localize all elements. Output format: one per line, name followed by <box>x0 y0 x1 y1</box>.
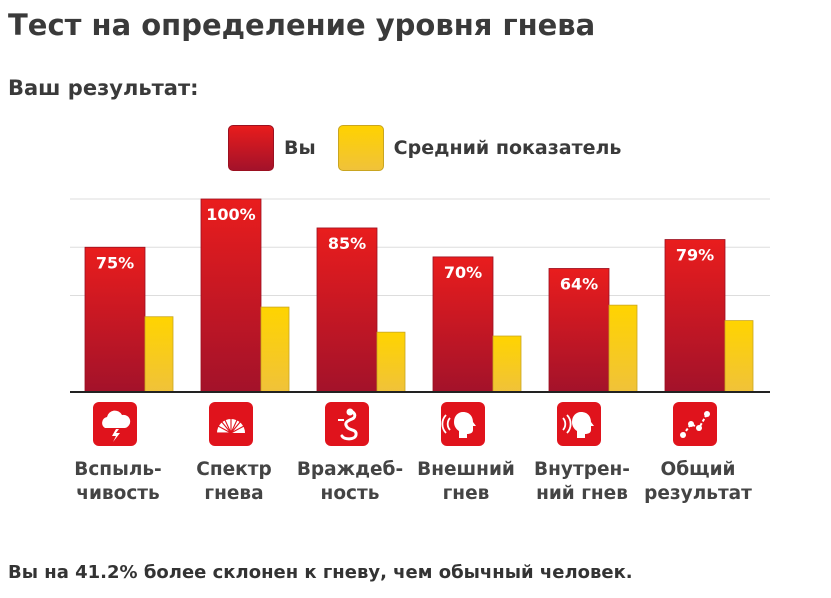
category-label: Внутрен-ний гнев <box>534 459 630 504</box>
category-label: Внешний гнев <box>417 459 515 504</box>
chart-legend: Вы Средний показатель <box>228 124 621 172</box>
bar-average <box>492 335 522 393</box>
bar-value-label: 85% <box>328 234 366 253</box>
legend-label-average: Средний показатель <box>393 137 622 159</box>
result-summary: Вы на 41.2% более склонен к гневу, чем о… <box>8 562 633 583</box>
outward-anger-head-icon <box>441 402 485 446</box>
category-label: Спектр гнева <box>196 459 272 504</box>
result-label: Ваш результат: <box>8 76 199 100</box>
snake-icon <box>325 402 369 446</box>
bar-you <box>548 268 610 393</box>
category-label: Общий результат <box>644 459 752 504</box>
bar-you <box>200 198 262 393</box>
bar-you <box>316 227 378 393</box>
overall-graph-icon <box>673 402 717 446</box>
spectrum-fan-icon <box>209 402 253 446</box>
category-label: Враждеб-ность <box>296 459 404 504</box>
bar-average <box>608 304 638 393</box>
bar-you <box>664 239 726 393</box>
bar-value-label: 75% <box>96 253 134 272</box>
bar-value-label: 64% <box>560 274 598 293</box>
bar-average <box>376 331 406 393</box>
category-label: Вспыль-чивость <box>74 459 162 504</box>
inward-anger-head-icon <box>557 402 601 446</box>
legend-swatch-average <box>337 125 384 171</box>
bar-average <box>724 320 754 393</box>
page-title: Тест на определение уровня гнева <box>8 8 596 42</box>
bar-average <box>144 316 174 393</box>
storm-cloud-icon <box>93 402 137 446</box>
bar-you <box>432 256 494 393</box>
legend-swatch-you <box>228 125 274 171</box>
bar-average <box>260 306 290 393</box>
bar-value-label: 70% <box>444 263 482 282</box>
legend-label-you: Вы <box>284 137 316 159</box>
bar-value-label: 100% <box>206 205 255 224</box>
bar-value-label: 79% <box>676 246 714 265</box>
anger-bar-chart: 75% 100% 85% 70% 64% 79% <box>70 198 770 393</box>
